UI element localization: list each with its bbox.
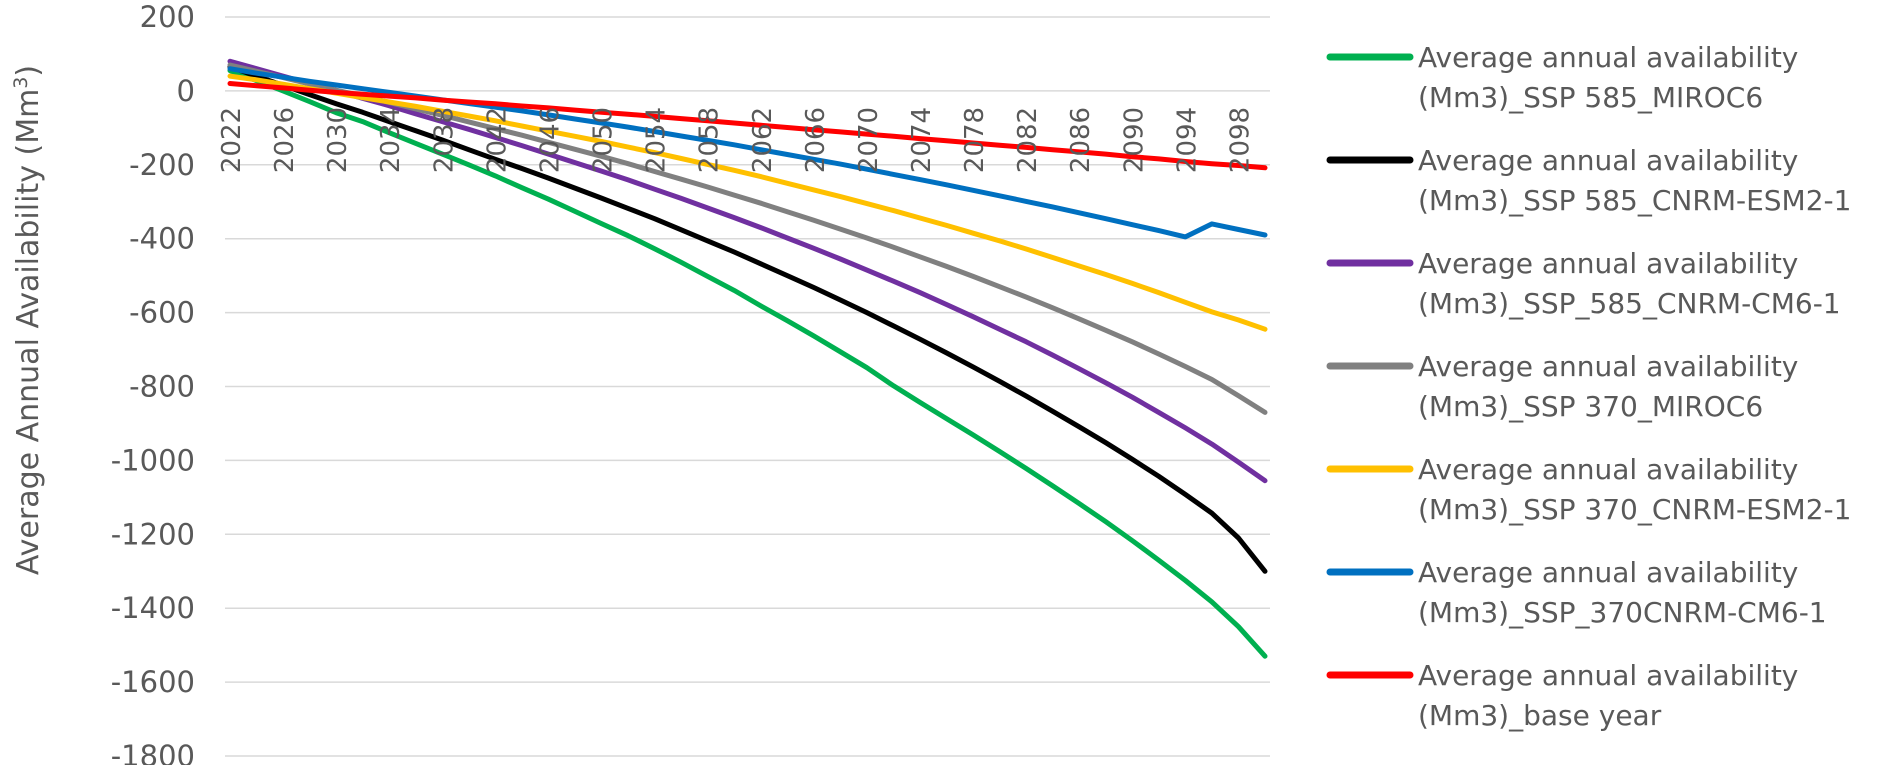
y-tick-label: -1600 [111,665,195,699]
legend-entry-1: Average annual availability (Mm3)_SSP 585… [1326,41,1798,114]
x-tick-label: 2070 [854,107,884,173]
y-tick-label: 0 [177,74,195,108]
x-tick-label: 2038 [429,107,459,173]
y-tick-label: -1800 [111,739,195,765]
series-line-3 [227,58,1268,484]
x-axis-ticks: 2022 2026 2030 2034 2038 2042 2046 2050 2054 2058… [217,107,1255,173]
x-tick-label: 2078 [960,107,990,173]
legend-label-line2: (Mm3)_base year [1418,699,1662,732]
x-tick-label: 2074 [907,107,937,173]
series-line-5 [227,73,1268,332]
x-tick-label: 2086 [1066,107,1096,173]
x-tick-label: 2042 [482,107,512,173]
x-tick-label: 2098 [1225,107,1255,173]
legend-label-line2: (Mm3)_SSP 370_CNRM-ESM2-1 [1418,493,1851,526]
legend-entry-3: Average annual availability (Mm3)_SSP_585… [1326,247,1841,320]
series-line-6 [227,66,1268,240]
y-tick-label: 200 [140,0,195,34]
legend-label-line1: Average annual availability [1418,453,1798,486]
y-axis-label-close: ) [11,65,46,77]
legend-label-line2: (Mm3)_SSP_585_CNRM-CM6-1 [1418,287,1841,320]
x-tick-label: 2058 [695,107,725,173]
legend-entry-2: Average annual availability (Mm3)_SSP 585… [1326,144,1851,217]
legend-label-line2: (Mm3)_SSP 585_CNRM-ESM2-1 [1418,184,1851,217]
y-tick-label: -1400 [111,591,195,625]
legend-entry-5: Average annual availability (Mm3)_SSP 370… [1326,453,1851,526]
legend-label-line2: (Mm3)_SSP 585_MIROC6 [1418,81,1763,114]
y-tick-label: -1000 [111,443,195,477]
series-line-2 [227,64,1268,574]
x-tick-label: 2062 [748,107,778,173]
gridlines [225,16,1270,757]
y-tick-label: -400 [129,222,195,256]
y-tick-label: -800 [129,370,195,404]
legend-label-line2: (Mm3)_SSP_370CNRM-CM6-1 [1418,596,1827,629]
x-tick-label: 2046 [535,107,565,173]
series-lines [227,58,1268,659]
y-axis-label-sup: 3 [10,77,32,89]
legend-label-line1: Average annual availability [1418,144,1798,177]
legend-entry-7: Average annual availability (Mm3)_base ye… [1326,659,1798,732]
x-tick-label: 2050 [589,107,619,173]
y-axis-label: Average Annual Availability (Mm3) [10,65,46,575]
legend-entry-6: Average annual availability (Mm3)_SSP_370… [1326,556,1827,629]
series-line-1 [227,68,1268,659]
legend-entry-4: Average annual availability (Mm3)_SSP 370… [1326,350,1798,423]
y-tick-label: -600 [129,296,195,330]
legend-label-line1: Average annual availability [1418,659,1798,692]
x-tick-label: 2066 [801,107,831,173]
y-tick-label: -200 [129,148,195,182]
series-line-7 [227,81,1268,171]
legend-label-line1: Average annual availability [1418,41,1798,74]
y-tick-label: -1200 [111,517,195,551]
x-tick-label: 2090 [1119,107,1149,173]
x-tick-label: 2054 [642,107,672,173]
legend-label-line1: Average annual availability [1418,556,1798,589]
y-axis-label-main: Average Annual Availability (Mm [11,89,46,575]
legend-label-line1: Average annual availability [1418,350,1798,383]
legend-label-line1: Average annual availability [1418,247,1798,280]
x-tick-label: 2094 [1172,107,1202,173]
legend: Average annual availability (Mm3)_SSP 585… [1326,41,1851,732]
x-tick-label: 2022 [217,107,247,173]
x-tick-label: 2034 [376,107,406,173]
y-axis-ticks: 200 0 -200 -400 -600 -800 -1000 -1200 -1400 -1600… [111,0,195,765]
x-tick-label: 2026 [270,107,300,173]
legend-label-line2: (Mm3)_SSP 370_MIROC6 [1418,390,1763,423]
x-tick-label: 2082 [1013,107,1043,173]
x-tick-label: 2030 [323,107,353,173]
